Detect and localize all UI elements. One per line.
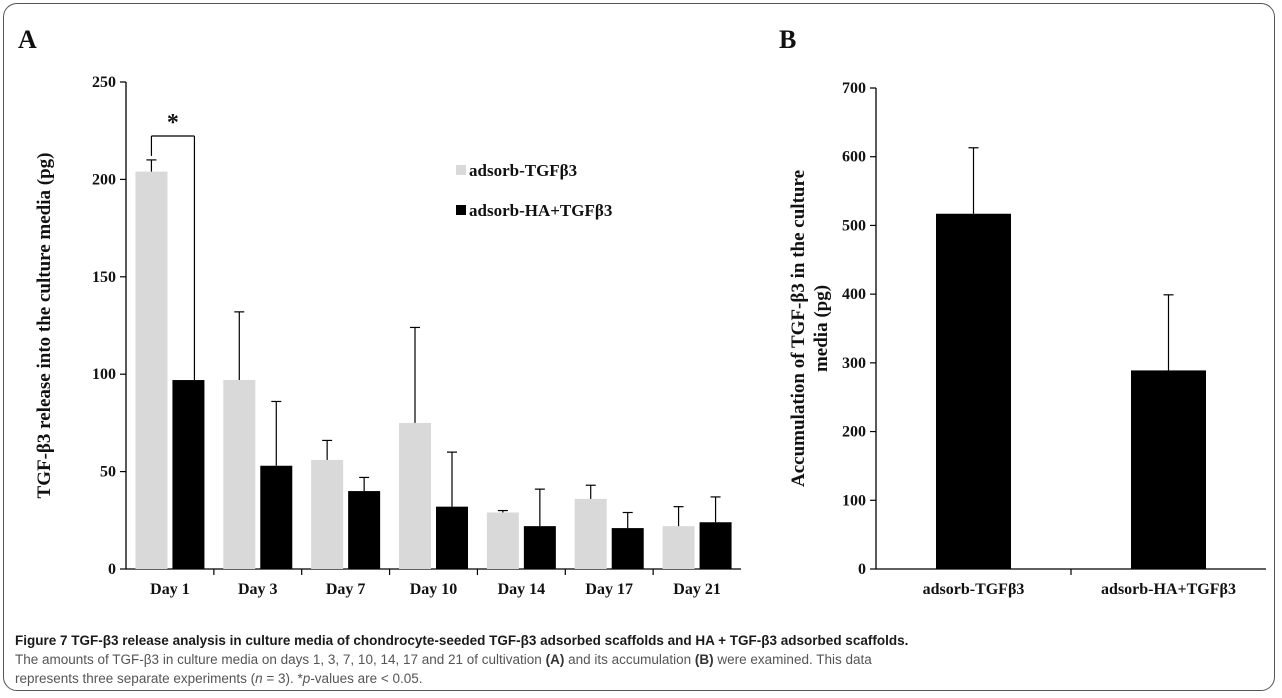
panel-a-y-tick-label: 100 bbox=[92, 366, 116, 383]
caption-figure-label: Figure 7 bbox=[15, 633, 68, 648]
panel-a-x-tick-label: Day 7 bbox=[326, 581, 366, 598]
legend-label-tgfb3: adsorb-TGFβ3 bbox=[469, 161, 577, 180]
caption-p: p bbox=[302, 671, 311, 686]
panel-b-y-tick-label: 400 bbox=[842, 286, 866, 303]
caption-text: were examined. This data bbox=[713, 652, 872, 667]
panel-b-y-axis-title-line-1: Accumulation of TGF-β3 in the culture bbox=[788, 170, 809, 487]
panel-a-bar-tgfb3 bbox=[662, 526, 695, 569]
caption-line-1: Figure 7 TGF-β3 release analysis in cult… bbox=[15, 631, 1265, 650]
panel-a-bar-ha-tgfb3 bbox=[260, 465, 293, 569]
significance-asterisk: * bbox=[167, 110, 179, 136]
panel-a-x-tick-label: Day 14 bbox=[498, 581, 546, 598]
panel-b-y-tick-label: 700 bbox=[842, 80, 866, 97]
panel-a-y-tick-label: 0 bbox=[108, 561, 116, 578]
panel-b-bar bbox=[1131, 370, 1206, 569]
panel-a-bar-tgfb3 bbox=[574, 498, 607, 569]
caption-line-2: The amounts of TGF-β3 in culture media o… bbox=[15, 650, 1265, 669]
panel-a-y-tick-label: 50 bbox=[100, 464, 116, 481]
panel-a-y-tick-label: 200 bbox=[92, 171, 116, 188]
caption-text: represents three separate experiments ( bbox=[15, 671, 256, 686]
panel-a-y-tick-label: 250 bbox=[92, 74, 116, 91]
panel-a-x-tick-label: Day 10 bbox=[410, 581, 458, 598]
panel-label-a: A bbox=[18, 25, 37, 54]
legend-swatch-ha-tgfb3 bbox=[456, 205, 466, 215]
panel-b-y-tick-label: 200 bbox=[842, 424, 866, 441]
caption-text: and its accumulation bbox=[564, 652, 695, 667]
panel-a-x-tick-label: Day 3 bbox=[238, 581, 278, 598]
caption-ref-a: (A) bbox=[545, 652, 565, 667]
caption-ref-b: (B) bbox=[694, 652, 714, 667]
panel-a-bar-tgfb3 bbox=[311, 459, 344, 569]
panel-b-bar bbox=[936, 213, 1011, 570]
caption-text: The amounts of TGF-β3 in culture media o… bbox=[15, 652, 546, 667]
panel-b-y-tick-label: 300 bbox=[842, 355, 866, 372]
legend-label-ha-tgfb3: adsorb-HA+TGFβ3 bbox=[469, 201, 612, 220]
panel-a-y-tick-label: 150 bbox=[92, 269, 116, 286]
figure-chart: A 0 50 100 150 200 250 Day 1 Day 3 Day 7 Day 10 Day… bbox=[18, 25, 1266, 598]
panel-a-bar-ha-tgfb3 bbox=[611, 528, 644, 569]
caption-n: n bbox=[255, 671, 263, 686]
caption-text: = 3). * bbox=[262, 671, 303, 686]
panel-a-x-tick-label: Day 1 bbox=[150, 581, 190, 598]
panel-a-bar-ha-tgfb3 bbox=[436, 506, 468, 569]
panel-label-b: B bbox=[779, 25, 796, 54]
panel-b-x-tick-label: adsorb-TGFβ3 bbox=[923, 581, 1025, 598]
panel-b-y-tick-label: 100 bbox=[842, 492, 866, 509]
panel-a-bar-ha-tgfb3 bbox=[523, 526, 556, 569]
legend-swatch-tgfb3 bbox=[456, 165, 466, 175]
panel-b-y-tick-label: 0 bbox=[858, 561, 866, 578]
panel-b-y-axis-title-line-2: media (pg) bbox=[811, 285, 832, 372]
caption-text: -values are < 0.05. bbox=[310, 671, 423, 686]
panel-a-bar-tgfb3 bbox=[399, 422, 431, 569]
panel-a-bar-ha-tgfb3 bbox=[699, 522, 732, 569]
figure-caption: Figure 7 TGF-β3 release analysis in cult… bbox=[15, 631, 1265, 688]
caption-line-3: represents three separate experiments (n… bbox=[15, 669, 1265, 688]
panel-a-bar-tgfb3 bbox=[223, 380, 256, 569]
figure-frame: A 0 50 100 150 200 250 Day 1 Day 3 Day 7 Day 10 Day… bbox=[3, 3, 1275, 691]
panel-a-y-axis-title: TGF-β3 release into the culture media (p… bbox=[34, 153, 55, 499]
panel-a-x-tick-label: Day 17 bbox=[585, 581, 633, 598]
caption-title: TGF-β3 release analysis in culture media… bbox=[71, 633, 909, 648]
panel-a-bar-tgfb3 bbox=[135, 171, 168, 569]
panel-a-x-tick-label: Day 21 bbox=[673, 581, 721, 598]
panel-a-bar-ha-tgfb3 bbox=[172, 380, 205, 569]
panel-b-y-tick-label: 500 bbox=[842, 217, 866, 234]
panel-a-bar-ha-tgfb3 bbox=[348, 491, 381, 569]
panel-b-x-tick-label: adsorb-HA+TGFβ3 bbox=[1101, 581, 1236, 598]
panel-a-bar-tgfb3 bbox=[486, 512, 519, 569]
panel-b-y-tick-label: 600 bbox=[842, 149, 866, 166]
